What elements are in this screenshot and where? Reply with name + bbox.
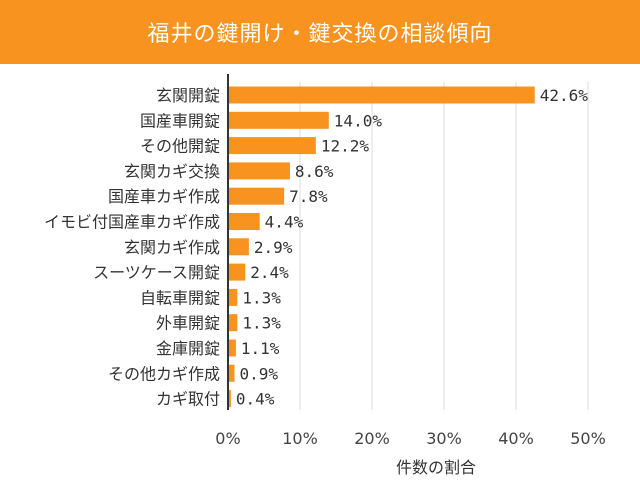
data-label: 0.4% — [236, 390, 275, 409]
bar — [228, 162, 290, 180]
chart-title: 福井の鍵開け・鍵交換の相談傾向 — [147, 22, 493, 47]
x-tick-label: 0% — [215, 429, 240, 448]
category-label: 国産車開錠 — [140, 111, 220, 130]
data-label: 14.0% — [334, 111, 383, 130]
x-tick-label: 20% — [354, 429, 390, 448]
x-tick-label: 10% — [282, 429, 318, 448]
bar — [228, 137, 316, 155]
category-label: その他開錠 — [140, 137, 220, 156]
bar — [228, 364, 235, 382]
data-label: 8.6% — [295, 162, 334, 181]
data-label: 7.8% — [289, 187, 328, 206]
bar — [228, 213, 260, 230]
data-label: 1.3% — [242, 288, 281, 307]
category-label: スーツケース開錠 — [93, 263, 220, 282]
category-label: 玄関カギ交換 — [124, 162, 220, 181]
category-label: 自転車開錠 — [140, 288, 220, 307]
data-label: 2.9% — [254, 238, 293, 257]
bar — [228, 238, 249, 256]
x-tick-label: 30% — [426, 429, 462, 448]
bar — [228, 390, 231, 408]
category-label: 外車開錠 — [156, 314, 220, 333]
x-tick-label: 50% — [570, 429, 606, 448]
bar — [228, 288, 238, 306]
category-label: イモビ付国産車カギ作成 — [44, 213, 220, 232]
data-label: 2.4% — [250, 263, 289, 282]
data-label: 42.6% — [540, 86, 589, 105]
category-label: 国産車カギ作成 — [108, 187, 220, 206]
bar — [228, 86, 535, 104]
bar — [228, 263, 246, 281]
bar — [228, 187, 285, 205]
bar — [228, 314, 238, 332]
x-axis-title: 件数の割合 — [396, 458, 476, 477]
data-label: 12.2% — [321, 137, 370, 156]
x-tick-label: 40% — [498, 429, 534, 448]
data-label: 0.9% — [239, 364, 278, 383]
bar — [228, 339, 236, 357]
category-label: カギ取付 — [156, 390, 220, 409]
bar — [228, 111, 329, 129]
title-banner: 福井の鍵開け・鍵交換の相談傾向 — [0, 0, 640, 64]
data-label: 4.4% — [265, 213, 304, 232]
data-label: 1.1% — [241, 339, 280, 358]
category-label: その他カギ作成 — [108, 364, 220, 383]
category-label: 金庫開錠 — [156, 339, 220, 358]
data-label: 1.3% — [242, 314, 281, 333]
category-label: 玄関開錠 — [156, 86, 220, 105]
category-label: 玄関カギ作成 — [124, 238, 220, 257]
